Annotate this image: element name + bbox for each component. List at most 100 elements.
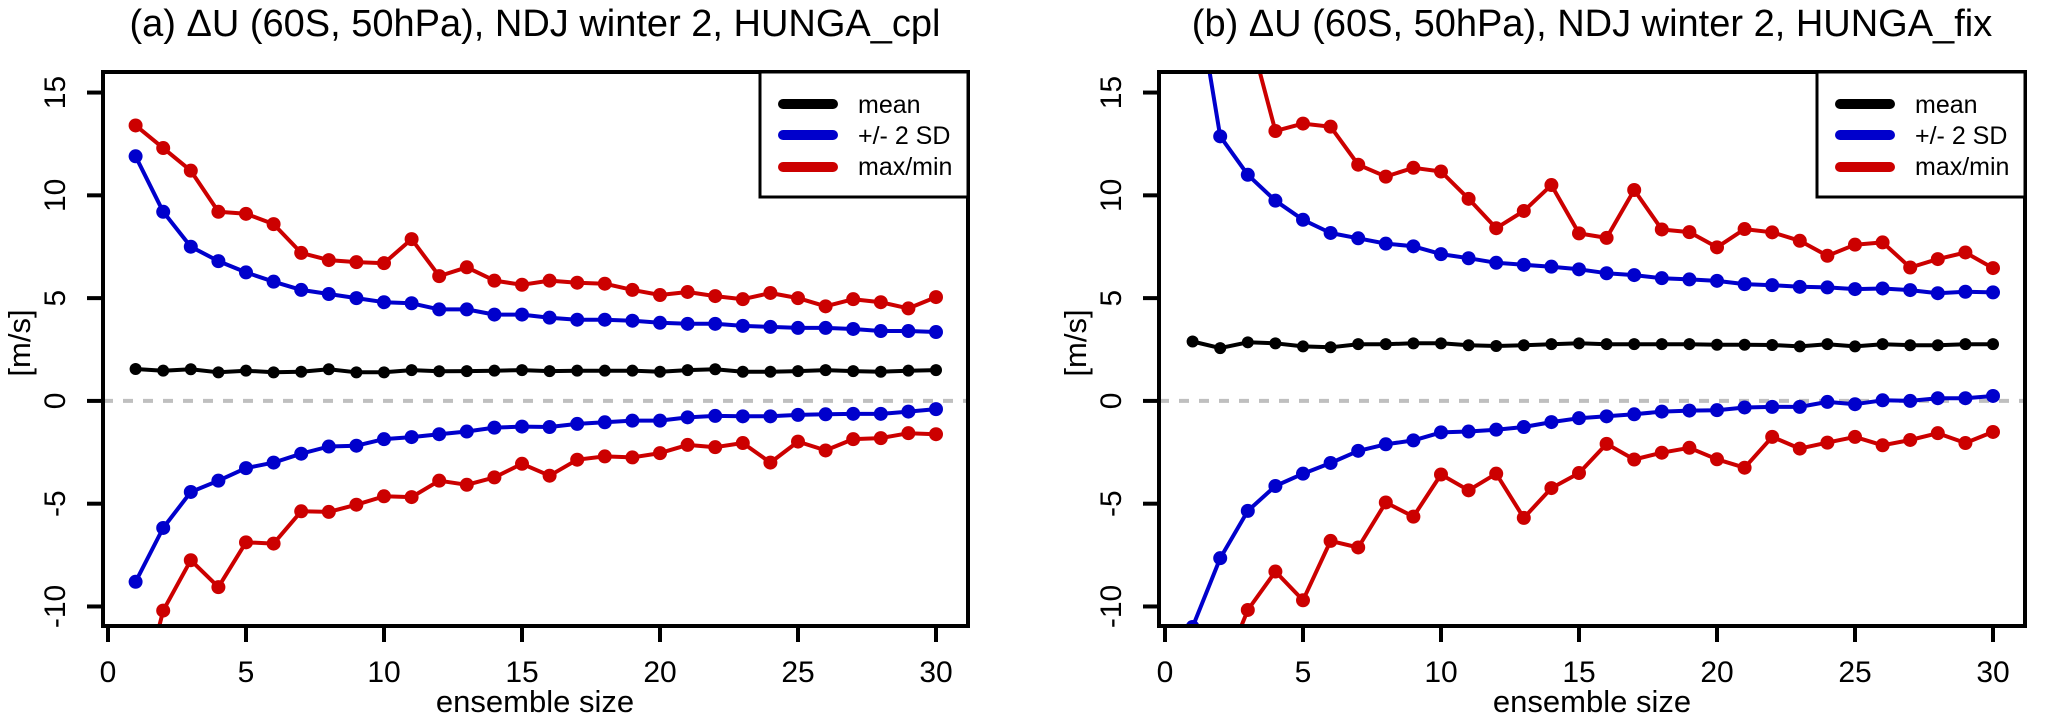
data-point-max (1572, 226, 1586, 241)
y-tick-label: 10 (1095, 179, 1128, 212)
data-point-min (1903, 432, 1918, 447)
data-point-min (1434, 467, 1448, 482)
y-tick-label: 0 (39, 393, 72, 410)
data-point-max (1516, 203, 1531, 218)
data-point-mean-2-sd (1792, 399, 1807, 414)
data-point-mean-2-sd (735, 409, 750, 424)
data-point-max (680, 284, 695, 299)
data-point-min (1930, 426, 1945, 441)
data-point-mean-2-sd (459, 302, 474, 317)
data-point-mean (626, 364, 639, 377)
data-point-mean-2-sd (1378, 437, 1393, 452)
data-point-max (487, 273, 502, 288)
data-point-min (1213, 671, 1227, 685)
data-point-mean-2-sd (570, 312, 585, 327)
data-point-mean (1490, 340, 1503, 353)
data-point-mean (1297, 340, 1309, 353)
data-point-mean (792, 365, 804, 378)
x-tick-label: 0 (1157, 656, 1174, 689)
data-point-mean (516, 364, 528, 377)
data-point-min (1461, 483, 1476, 498)
data-point-max (1875, 235, 1890, 250)
data-point-mean-2-sd (763, 319, 778, 334)
data-point-mean-2-sd (597, 312, 612, 327)
data-point-max (211, 204, 226, 219)
data-point-max (404, 232, 419, 247)
data-point-mean-2-sd (1461, 424, 1476, 439)
y-tick-label: 15 (39, 76, 72, 109)
y-tick-label: 5 (39, 290, 72, 307)
data-point-min (597, 449, 612, 464)
data-point-mean-2-sd (128, 149, 143, 164)
data-point-min (1296, 593, 1310, 608)
data-point-mean-2-sd (901, 404, 916, 419)
series-line-mean-2-sd (133, 407, 937, 583)
data-point-mean (1379, 338, 1392, 351)
y-tick-label: 10 (39, 179, 72, 212)
data-point-mean (1655, 338, 1668, 351)
data-point-max (1654, 222, 1669, 237)
data-point-min (1820, 435, 1835, 450)
data-point-mean-2-sd (1434, 425, 1448, 440)
data-point-mean-2-sd (1903, 283, 1918, 298)
panel-b: (b) ΔU (60S, 50hPa), NDJ winter 2, HUNGA… (1058, 3, 2027, 717)
data-point-max (1351, 157, 1366, 172)
data-point-min (791, 434, 805, 449)
data-point-min (708, 440, 723, 455)
data-point-min (211, 580, 226, 595)
data-point-mean-2-sd (1268, 193, 1283, 208)
data-point-max (321, 253, 336, 268)
data-point-max (791, 291, 805, 306)
data-point-min (1572, 466, 1586, 481)
data-point-min (1958, 436, 1973, 451)
data-point-mean (184, 363, 197, 376)
data-point-mean-2-sd (1406, 239, 1421, 254)
data-point-mean-2-sd (1599, 266, 1614, 281)
data-point-mean (322, 363, 335, 376)
data-point-mean-2-sd (211, 473, 226, 488)
x-tick-label: 0 (100, 656, 117, 689)
data-point-min (680, 437, 695, 452)
data-point-mean (1241, 336, 1254, 349)
data-point-mean-2-sd (183, 484, 198, 499)
data-point-mean-2-sd (239, 265, 253, 280)
data-point-mean-2-sd (1654, 404, 1669, 419)
data-point-mean-2-sd (1930, 391, 1945, 406)
data-point-mean (488, 364, 501, 377)
data-point-mean-2-sd (211, 254, 226, 269)
data-point-mean-2-sd (1875, 281, 1890, 296)
data-point-max (183, 163, 198, 178)
data-point-mean (1269, 337, 1282, 350)
data-point-mean-2-sd (653, 315, 667, 330)
data-point-max (1986, 261, 2000, 276)
data-point-max (763, 285, 778, 300)
data-point-min (1268, 564, 1283, 579)
data-point-max (294, 245, 309, 260)
data-point-min (266, 536, 281, 551)
data-point-mean-2-sd (1682, 272, 1697, 287)
y-tick-label: 15 (1095, 76, 1128, 109)
data-point-max (597, 276, 612, 291)
data-point-mean-2-sd (680, 410, 695, 425)
legend: mean +/- 2 SD max/min (758, 70, 970, 199)
y-tick-label: -5 (1095, 490, 1128, 517)
x-tick-label: 30 (919, 656, 952, 689)
series-group (1185, 72, 2000, 685)
data-point-min (1406, 509, 1421, 524)
data-point-mean (212, 366, 225, 379)
data-point-min (1240, 602, 1255, 617)
legend-label-2sd: +/- 2 SD (858, 122, 950, 150)
data-point-min (156, 603, 171, 618)
legend-label-mean: mean (858, 91, 921, 119)
data-point-min (570, 452, 585, 467)
data-point-mean-2-sd (1986, 285, 2000, 300)
data-point-mean-2-sd (1323, 225, 1338, 240)
data-point-mean-2-sd (321, 287, 336, 302)
data-point-min (818, 443, 833, 458)
data-point-mean (654, 365, 666, 378)
data-point-max (653, 288, 667, 303)
data-point-mean-2-sd (791, 407, 805, 422)
data-point-min (1848, 429, 1862, 444)
data-point-mean (1186, 335, 1199, 348)
data-point-mean-2-sd (1516, 420, 1531, 435)
